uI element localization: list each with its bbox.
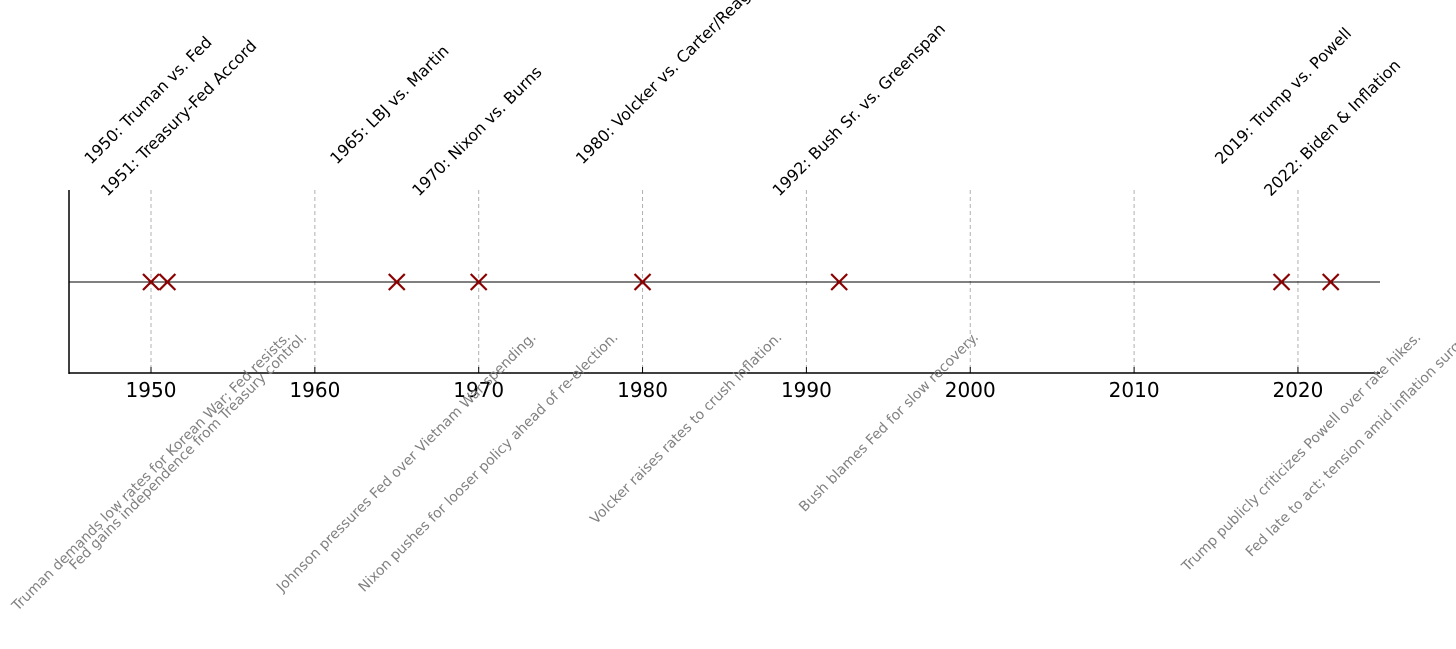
x-tick-label-2020: 2020 [1272,378,1323,402]
event-label-2022: 2022: Biden & Inflation [1260,56,1404,200]
event-description-1965: Johnson pressures Fed over Vietnam War s… [273,330,540,597]
x-tick-label-1980: 1980 [617,378,668,402]
event-description-1951: Fed gains independence from Treasury con… [66,330,310,574]
x-tick-label-1960: 1960 [289,378,340,402]
event-marker-2022 [1321,273,1340,291]
event-marker-1965 [387,273,406,291]
event-description-1980: Volcker raises rates to crush inflation. [587,330,785,528]
x-tick-label-2010: 2010 [1109,378,1160,402]
event-label-1992: 1992: Bush Sr. vs. Greenspan [769,19,949,199]
event-label-2019: 2019: Trump vs. Powell [1211,24,1355,168]
event-marker-2019 [1272,273,1291,291]
x-tick-label-1990: 1990 [781,378,832,402]
event-label-1980: 1980: Volcker vs. Carter/Reagan [572,0,768,168]
event-marker-1970 [469,273,488,291]
event-marker-1950 [142,273,160,291]
event-description-1992: Bush blames Fed for slow recovery. [796,330,982,516]
x-tick-label-1970: 1970 [453,378,504,402]
x-tick-label-1950: 1950 [126,378,177,402]
event-marker-1992 [830,273,848,291]
event-description-2019: Trump publicly criticizes Powell over ra… [1178,330,1424,576]
event-label-1965: 1965: LBJ vs. Martin [326,41,453,168]
event-marker-1951 [158,273,177,291]
event-marker-1980 [633,273,652,291]
event-description-2022: Fed late to act; tension amid inflation … [1243,330,1456,561]
x-tick-label-2000: 2000 [945,378,996,402]
event-label-1970: 1970: Nixon vs. Burns [408,62,546,200]
